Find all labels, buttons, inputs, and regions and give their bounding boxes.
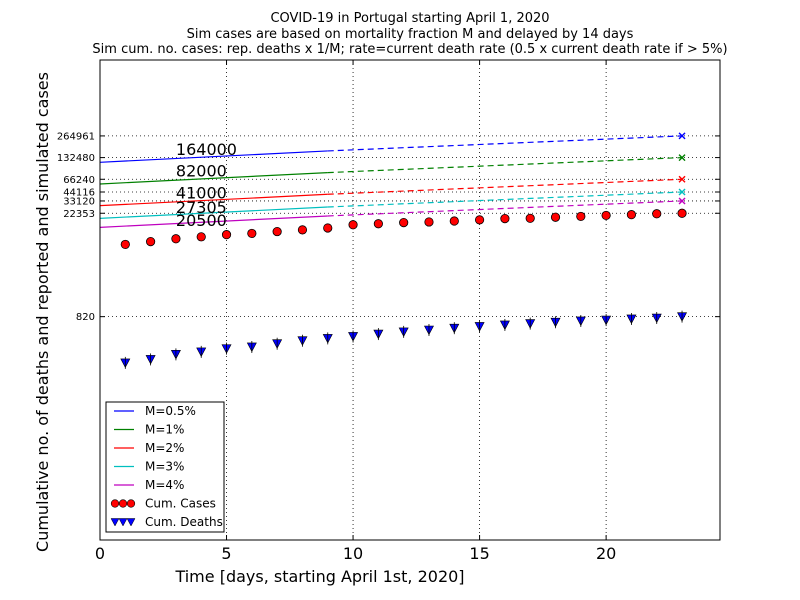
x-tick-label: 10 <box>343 544 363 563</box>
line-annotation: 82000 <box>176 162 227 181</box>
y-tick-label: 264961 <box>57 131 95 142</box>
series-line-dashed <box>327 156 683 174</box>
y-tick-label: 132480 <box>57 153 95 164</box>
case-point <box>500 214 510 224</box>
line-annotation: 20500 <box>176 211 227 230</box>
y-axis-label: Cumulative no. of deaths and reported an… <box>33 72 52 552</box>
legend-label: M=1% <box>145 423 184 437</box>
case-point <box>323 223 333 233</box>
legend-label: M=2% <box>145 441 184 455</box>
x-axis-label: Time [days, starting April 1st, 2020] <box>174 567 464 586</box>
legend-swatch-triangle <box>126 518 136 527</box>
case-point <box>196 232 206 242</box>
line-annotation: 27305 <box>176 198 227 217</box>
x-tick-label: 15 <box>469 544 489 563</box>
case-point <box>652 209 662 219</box>
case-point <box>171 234 181 244</box>
legend: M=0.5% M=1% M=2% M=3% M=4% Cum. Cases Cum. Dea… <box>105 401 225 533</box>
legend-label: M=0.5% <box>145 404 196 418</box>
y-tick-label: 33120 <box>63 196 95 207</box>
chart-title-line-2: Sim cases are based on mortality fractio… <box>187 27 634 42</box>
series-line-solid <box>99 150 328 163</box>
x-tick-label: 20 <box>596 544 616 563</box>
case-point <box>120 239 130 250</box>
series-line-solid <box>99 172 328 185</box>
legend-label: M=4% <box>145 478 184 492</box>
line-annotation: 164000 <box>176 140 237 159</box>
case-point <box>601 210 611 221</box>
x-tick-label: 0 <box>95 544 105 563</box>
grid-layer <box>100 60 720 540</box>
y-tick-label: 22353 <box>63 209 95 220</box>
case-point <box>272 226 282 237</box>
case-point <box>525 213 535 223</box>
case-point <box>146 236 156 247</box>
series-line-dashed <box>327 200 683 217</box>
case-point <box>576 211 586 222</box>
series-end-x-marker <box>678 132 686 140</box>
chart-title-line-1: COVID-19 in Portugal starting April 1, 2… <box>270 11 549 26</box>
legend-label: Cum. Deaths <box>145 515 223 529</box>
case-point <box>550 212 561 222</box>
case-point <box>626 210 637 220</box>
series-end-x-marker <box>678 188 686 196</box>
series-line-solid <box>99 215 328 228</box>
x-tick-label: 5 <box>221 544 231 563</box>
series-line-solid <box>99 206 328 219</box>
case-point <box>221 230 232 240</box>
case-point <box>247 228 257 239</box>
case-point <box>424 217 434 227</box>
legend-swatch-triangle <box>118 518 128 527</box>
case-point <box>297 225 308 235</box>
case-point <box>373 219 383 229</box>
series-end-x-marker <box>678 154 686 162</box>
series-line-dashed <box>327 191 683 208</box>
series-end-x-marker <box>678 175 686 183</box>
y-tick-label: 44116 <box>63 187 95 198</box>
legend-label: M=3% <box>145 460 184 474</box>
case-point <box>399 217 409 228</box>
case-point <box>348 220 358 230</box>
legend-swatch-circle <box>126 499 136 508</box>
case-point <box>677 208 687 218</box>
case-point <box>449 216 459 226</box>
legend-swatch-circle <box>118 499 128 508</box>
line-annotation: 41000 <box>176 183 227 202</box>
legend-swatch-triangle <box>110 518 120 527</box>
legend-label: Cum. Cases <box>145 497 216 511</box>
series-line-dashed <box>327 135 683 152</box>
legend-swatch-circle <box>110 499 120 508</box>
chart-title-line-3: Sim cum. no. cases: rep. deaths x 1/M; r… <box>92 42 727 57</box>
series-line-solid <box>99 193 328 207</box>
series-end-x-marker <box>678 197 686 205</box>
case-point <box>474 215 485 225</box>
y-tick-label: 820 <box>76 312 95 323</box>
series-layer <box>99 132 688 369</box>
y-tick-label: 66240 <box>63 175 95 186</box>
series-line-dashed <box>327 178 683 195</box>
plot-frame <box>99 59 721 541</box>
